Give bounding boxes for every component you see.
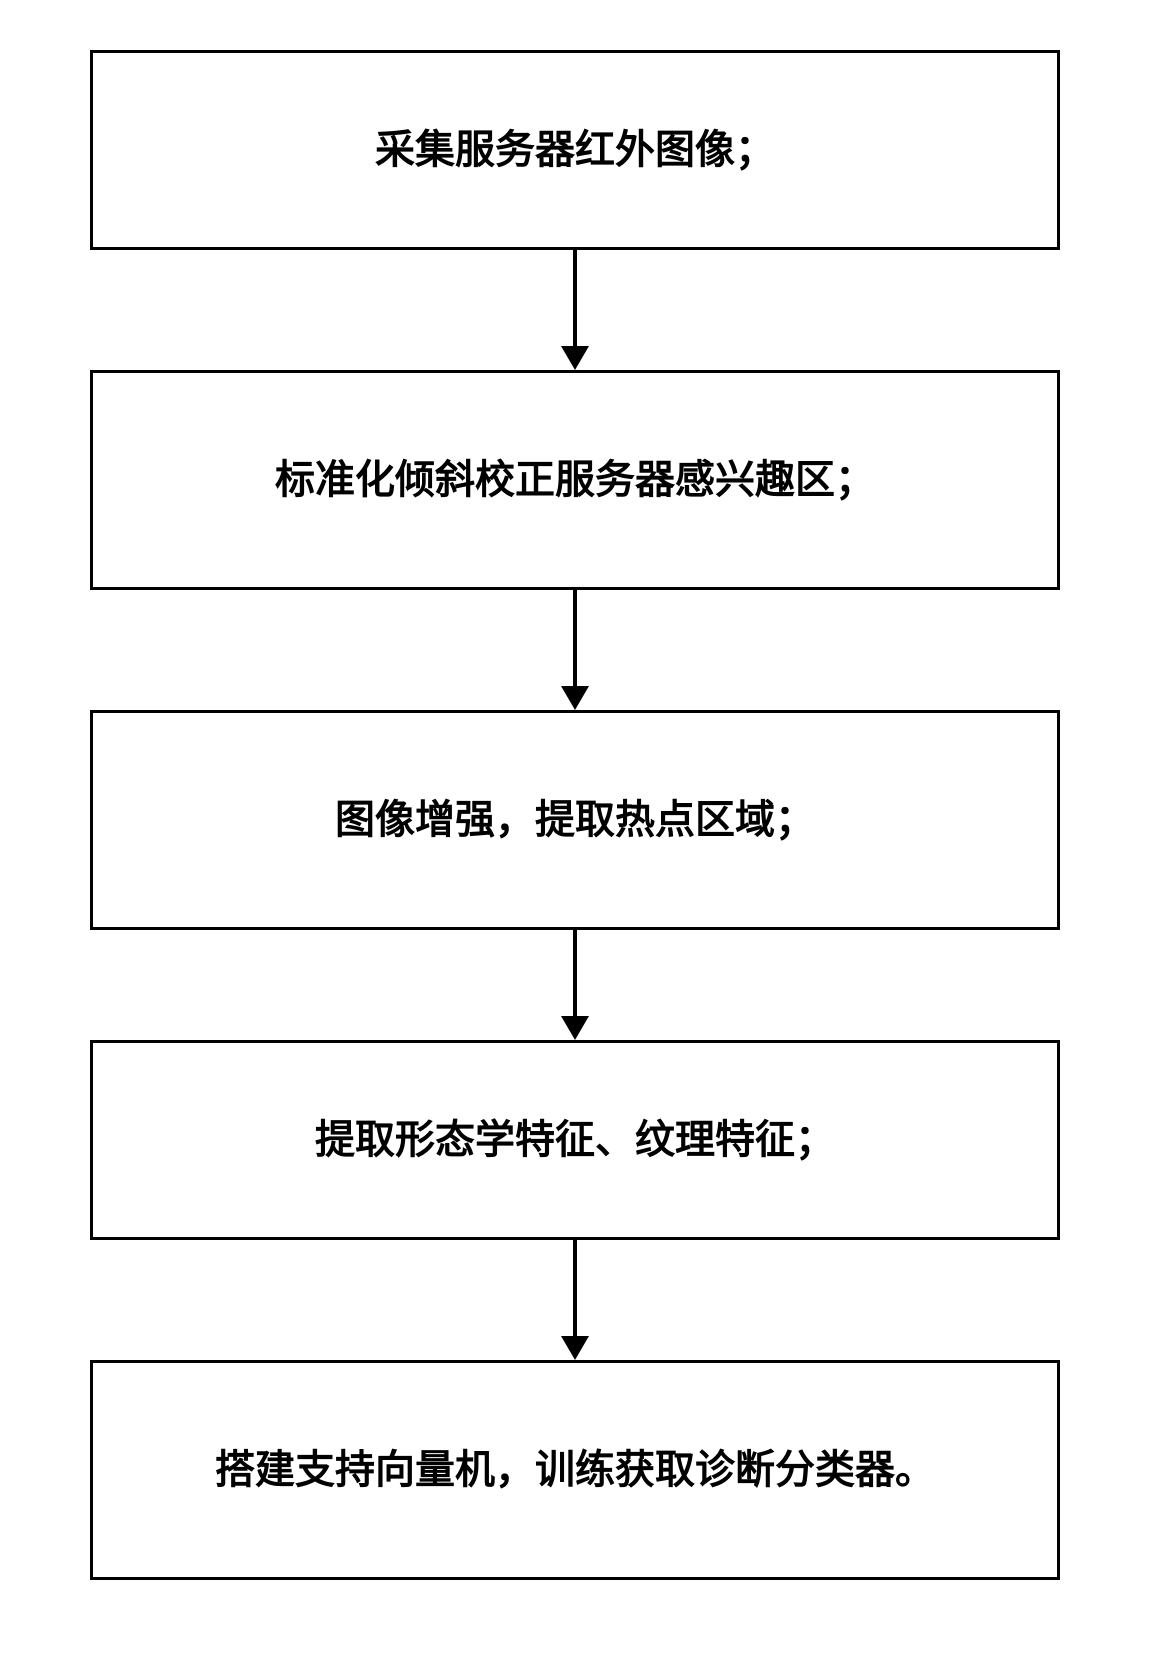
arrow-4 bbox=[90, 1240, 1060, 1360]
step-text-4: 提取形态学特征、纹理特征； bbox=[315, 1112, 835, 1168]
step-box-2: 标准化倾斜校正服务器感兴趣区； bbox=[90, 370, 1060, 590]
arrow-2 bbox=[90, 590, 1060, 710]
arrow-1 bbox=[90, 250, 1060, 370]
step-box-5: 搭建支持向量机，训练获取诊断分类器。 bbox=[90, 1360, 1060, 1580]
step-text-5: 搭建支持向量机，训练获取诊断分类器。 bbox=[215, 1442, 935, 1498]
arrow-down-icon bbox=[555, 250, 595, 370]
arrow-down-icon bbox=[555, 1240, 595, 1360]
step-box-4: 提取形态学特征、纹理特征； bbox=[90, 1040, 1060, 1240]
step-text-2: 标准化倾斜校正服务器感兴趣区； bbox=[275, 452, 875, 508]
step-text-1: 采集服务器红外图像； bbox=[375, 122, 775, 178]
step-text-3: 图像增强，提取热点区域； bbox=[335, 792, 815, 848]
flowchart-container: 采集服务器红外图像； 标准化倾斜校正服务器感兴趣区； 图像增强，提取热点区域； … bbox=[90, 50, 1060, 1580]
arrow-3 bbox=[90, 930, 1060, 1040]
arrow-down-icon bbox=[555, 590, 595, 710]
arrow-down-icon bbox=[555, 930, 595, 1040]
step-box-3: 图像增强，提取热点区域； bbox=[90, 710, 1060, 930]
step-box-1: 采集服务器红外图像； bbox=[90, 50, 1060, 250]
